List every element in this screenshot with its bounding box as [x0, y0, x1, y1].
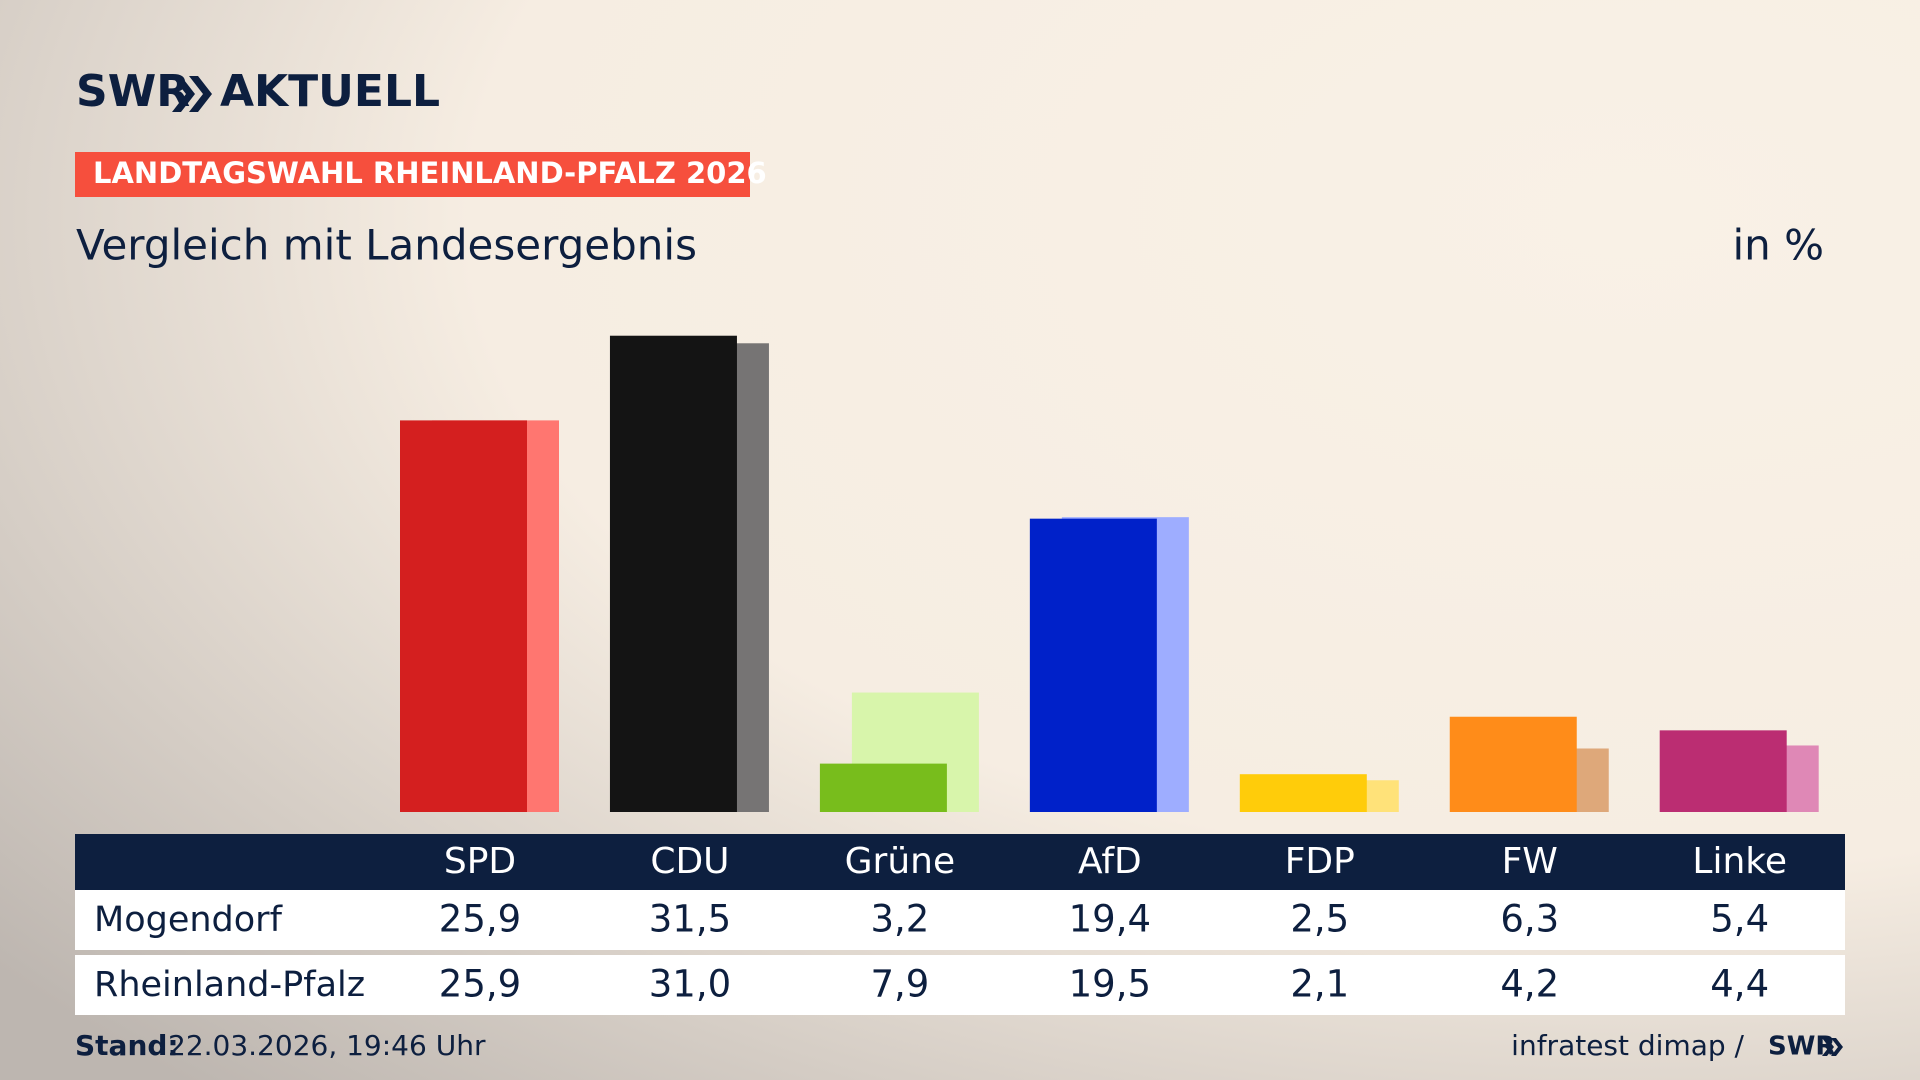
value-label: 25,9: [439, 963, 521, 1006]
category-label: Grüne: [845, 841, 955, 882]
supertitle-box: [75, 152, 750, 197]
value-label: 25,9: [439, 898, 521, 941]
bar: [609, 335, 737, 812]
value-label: 6,3: [1500, 898, 1559, 941]
value-label: 4,4: [1710, 963, 1769, 1006]
value-label: 19,5: [1069, 963, 1151, 1006]
bar: [819, 763, 947, 812]
value-label: 5,4: [1710, 898, 1769, 941]
value-label: 4,2: [1500, 963, 1559, 1006]
chart-title: Vergleich mit Landesergebnis: [76, 221, 697, 270]
value-label: 19,4: [1069, 898, 1151, 941]
category-label: FDP: [1285, 841, 1355, 882]
category-label: SPD: [444, 841, 516, 882]
value-label: 31,5: [649, 898, 731, 941]
bar: [1029, 518, 1157, 812]
table: SPD 25,9 25,9 CDU 31,5 31,0 Grüne 3,2 7,9 AfD 19,4…: [94, 841, 1787, 1006]
value-label: 7,9: [870, 963, 929, 1006]
bar: [1239, 774, 1367, 812]
stand: 22.03.2026, 19:46 Uhr: [168, 1029, 486, 1062]
table-row: [75, 890, 1845, 950]
source: infratest dimap /: [1511, 1029, 1744, 1062]
bar: [1659, 730, 1787, 812]
category-label: FW: [1502, 841, 1558, 882]
logo-chevrons: [172, 76, 212, 112]
bar: [400, 420, 527, 812]
source-chevrons: [1822, 1038, 1843, 1056]
value-label: 3,2: [870, 898, 929, 941]
value-label: 2,5: [1290, 898, 1349, 941]
unit-label: in %: [1732, 221, 1824, 270]
supertitle: LANDTAGSWAHL RHEINLAND-PFALZ 2026: [93, 156, 767, 190]
logo-swr: SWR: [76, 66, 190, 117]
logo-aktuell: AKTUELL: [220, 66, 440, 117]
table-header: [75, 834, 1845, 890]
category-label: Linke: [1692, 841, 1787, 882]
source-brand: SWR: [1768, 1032, 1835, 1062]
category-label: CDU: [650, 841, 729, 882]
table-row: [75, 955, 1845, 1015]
bars: [400, 335, 1819, 812]
row-label: Mogendorf: [94, 900, 283, 940]
row-label: Rheinland-Pfalz: [94, 965, 365, 1005]
value-label: 31,0: [649, 963, 731, 1006]
value-label: 2,1: [1290, 963, 1349, 1006]
bar: [1449, 716, 1577, 812]
category-label: AfD: [1078, 841, 1142, 882]
stand-label: Stand:: [75, 1029, 179, 1062]
